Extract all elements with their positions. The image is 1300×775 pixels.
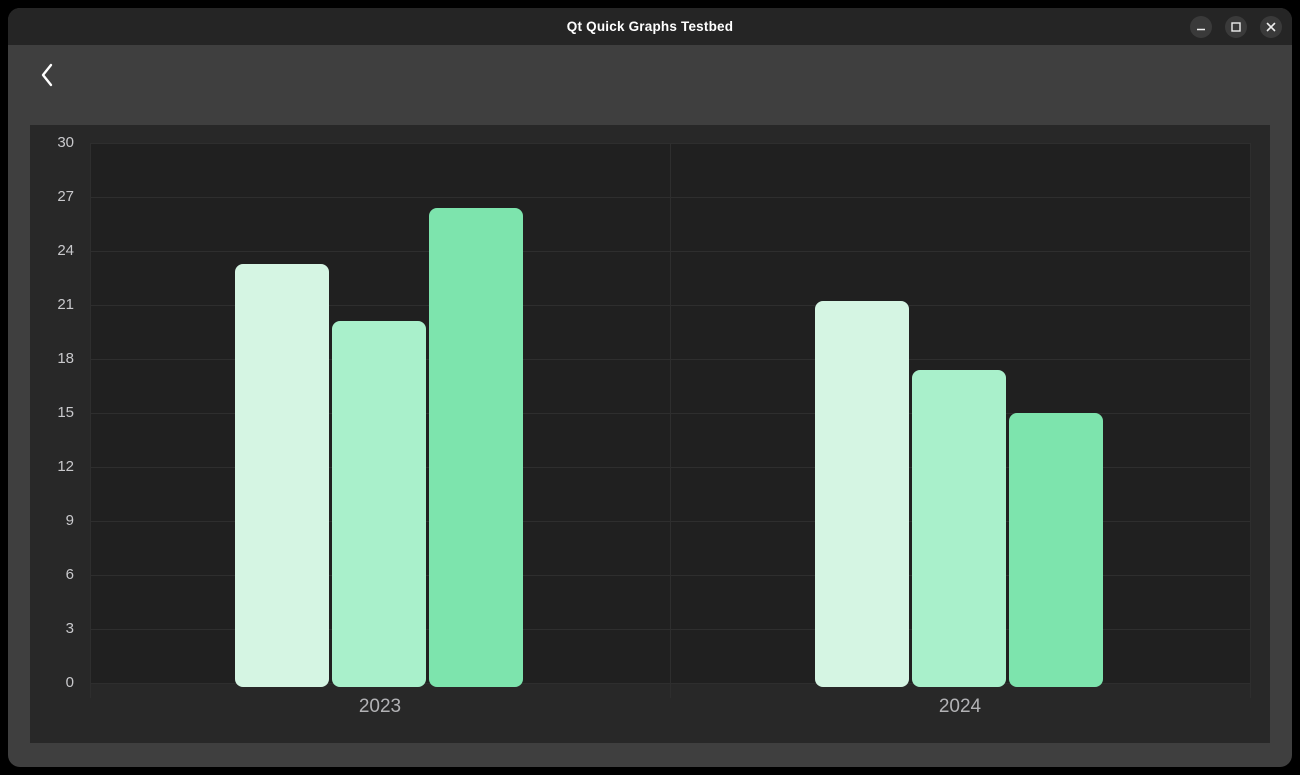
- minimize-icon: [1195, 21, 1207, 33]
- x-axis-tick: [670, 683, 671, 698]
- maximize-button[interactable]: [1225, 15, 1247, 38]
- y-axis-tick-label: 15: [57, 404, 74, 421]
- y-axis-tick-label: 27: [57, 188, 74, 205]
- bar-2023-series-3[interactable]: [429, 207, 523, 687]
- minimize-button[interactable]: [1190, 15, 1212, 38]
- window-controls: [1190, 8, 1282, 45]
- y-axis-tick-label: 12: [57, 458, 74, 475]
- chart-panel: 0 3 6 9 12 15 18 21 24 27 30 2023 2024: [30, 125, 1270, 743]
- window-title: Qt Quick Graphs Testbed: [566, 19, 734, 34]
- bar-2023-series-2[interactable]: [332, 321, 426, 687]
- x-axis-tick: [1250, 683, 1251, 698]
- x-axis-category-label: 2024: [938, 696, 982, 717]
- bar-2024-series-3[interactable]: [1009, 413, 1103, 687]
- y-axis-tick-label: 30: [57, 134, 74, 151]
- close-button[interactable]: [1260, 15, 1282, 38]
- plot-area: [90, 143, 1251, 687]
- gridline-vertical: [670, 143, 671, 683]
- back-button[interactable]: [32, 60, 62, 92]
- close-icon: [1265, 21, 1277, 33]
- chevron-left-icon: [37, 62, 57, 91]
- x-axis-tick: [90, 683, 91, 698]
- bar-2023-series-1[interactable]: [235, 263, 329, 687]
- gridline-vertical: [90, 143, 91, 683]
- gridline-vertical: [1250, 143, 1251, 683]
- bar-2024-series-1[interactable]: [815, 301, 909, 687]
- maximize-icon: [1230, 21, 1242, 33]
- y-axis-tick-label: 18: [57, 350, 74, 367]
- y-axis-tick-label: 6: [65, 566, 74, 583]
- x-axis-category-label: 2023: [358, 696, 402, 717]
- app-window: Qt Quick Graphs Testbed: [8, 8, 1292, 767]
- y-axis-tick-label: 21: [57, 296, 74, 313]
- y-axis-tick-label: 9: [65, 512, 74, 529]
- y-axis-tick-label: 24: [57, 242, 74, 259]
- y-axis-tick-label: 3: [65, 620, 74, 637]
- title-bar[interactable]: Qt Quick Graphs Testbed: [8, 8, 1292, 45]
- y-axis-tick-label: 0: [65, 674, 74, 691]
- bar-2024-series-2[interactable]: [912, 369, 1006, 687]
